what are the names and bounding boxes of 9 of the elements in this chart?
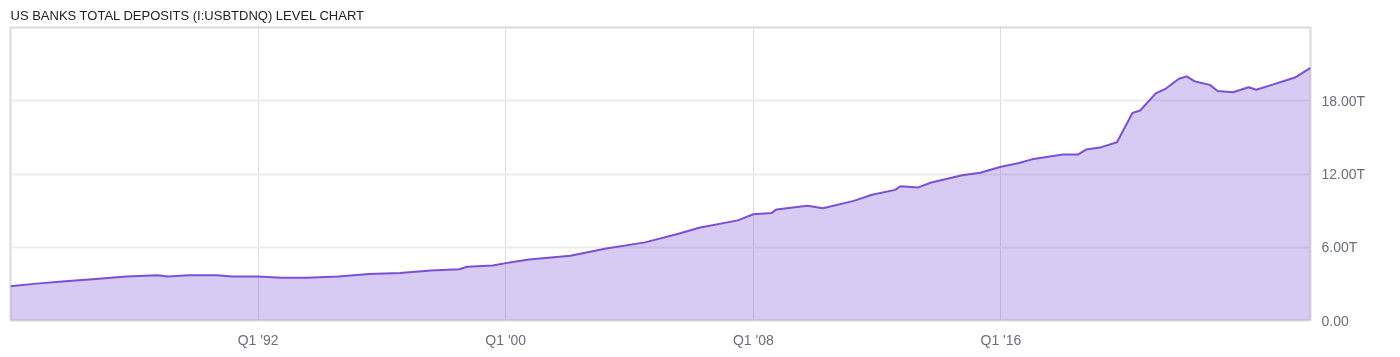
y-tick-label: 0.00 xyxy=(1321,312,1349,329)
x-tick-label: Q1 '00 xyxy=(485,331,527,348)
y-tick-label: 6.00T xyxy=(1321,239,1358,256)
y-tick-label: 18.00T xyxy=(1321,92,1366,109)
x-tick-label: Q1 '08 xyxy=(732,331,774,348)
chart-title: US BANKS TOTAL DEPOSITS (I:USBTDNQ) LEVEL CHART xyxy=(10,7,365,23)
y-tick-label: 12.00T xyxy=(1321,166,1366,182)
x-tick-label: Q1 '92 xyxy=(237,331,279,348)
x-tick-label: Q1 '16 xyxy=(980,331,1022,348)
